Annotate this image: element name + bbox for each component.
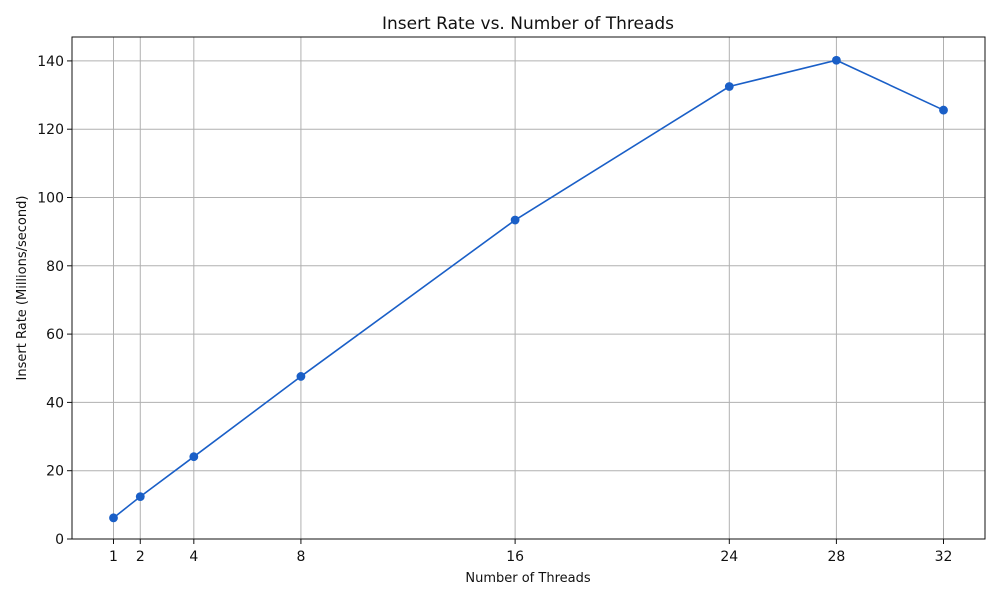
y-tick-label: 100 [37,191,64,207]
data-point [296,372,306,381]
y-tick-label: 120 [37,122,64,138]
data-point [189,452,199,462]
y-tick-label: 0 [55,532,64,548]
data-point [724,82,734,91]
y-tick-label: 20 [46,464,64,480]
data-point [135,492,145,502]
grid [72,37,985,540]
x-tick-label: 24 [720,549,738,565]
data-point [109,513,118,523]
y-axis-label: Insert Rate (Millions/second) [15,196,30,381]
x-tick-label: 16 [506,549,524,565]
plot-frame [71,36,986,540]
x-tick-label: 28 [827,549,845,565]
y-tick-label: 60 [46,327,64,343]
chart-title: Insert Rate vs. Number of Threads [382,14,674,34]
data-point [510,215,520,225]
x-tick-label: 1 [109,549,118,565]
y-tick-label: 80 [46,259,64,275]
series-line [113,59,944,519]
x-tick-label: 8 [296,549,305,565]
y-tick-label: 140 [37,54,64,70]
data-point [939,105,948,115]
x-tick-label: 4 [189,549,198,565]
x-axis-label: Number of Threads [465,571,590,586]
y-tick-label: 40 [46,395,64,411]
x-tick-label: 2 [136,549,145,565]
data-point [832,55,841,65]
series-layer [109,55,948,523]
x-tick-label: 32 [935,549,953,565]
